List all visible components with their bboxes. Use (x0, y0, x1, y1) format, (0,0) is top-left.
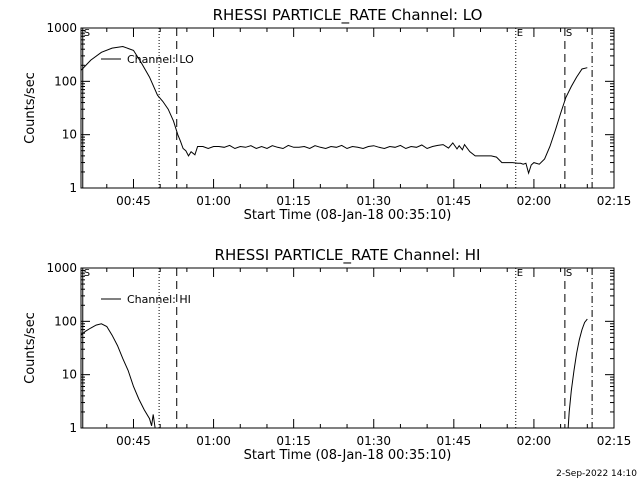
y-tick-label: 1 (69, 181, 77, 195)
chart-title: RHESSI PARTICLE_RATE Channel: LO (213, 6, 483, 25)
y-tick-label: 1 (69, 421, 77, 435)
x-tick-label: 00:45 (116, 194, 151, 208)
event-marker-label: S (84, 268, 90, 279)
event-marker-label: S (566, 268, 572, 279)
x-tick-label: 01:45 (437, 194, 472, 208)
x-tick-label: 02:15 (597, 194, 632, 208)
y-tick-label: 1000 (46, 21, 77, 35)
event-marker-label: S (566, 28, 572, 39)
x-tick-label: 01:00 (196, 194, 231, 208)
panel-lo: RHESSI PARTICLE_RATE Channel: LO 00:45 01:… (23, 6, 631, 223)
plot-frame (80, 27, 615, 189)
series-line (81, 323, 156, 428)
y-tick-label: 10 (62, 128, 77, 142)
legend-label: Channel: LO (127, 53, 194, 66)
y-tick-label: 100 (54, 314, 77, 328)
y-axis-label: Counts/sec (23, 312, 38, 384)
plot-frame (80, 267, 615, 429)
chart-title: RHESSI PARTICLE_RATE Channel: HI (215, 246, 481, 265)
x-tick-label: 02:00 (517, 194, 552, 208)
event-marker-label: S (84, 28, 90, 39)
y-tick-label: 100 (54, 74, 77, 88)
panel-hi: RHESSI PARTICLE_RATE Channel: HI 00:45 01:… (23, 246, 631, 463)
series-line (567, 318, 588, 428)
x-tick-label: 00:45 (116, 434, 151, 448)
y-tick-label: 10 (62, 368, 77, 382)
y-axis-label: Counts/sec (23, 72, 38, 144)
series-line (81, 45, 588, 175)
x-tick-label: 01:30 (356, 434, 391, 448)
x-axis-label: Start Time (08-Jan-18 00:35:10) (244, 448, 452, 463)
legend-label: Channel: HI (127, 293, 191, 306)
timestamp: 2-Sep-2022 14:10 (556, 469, 637, 479)
x-tick-label: 01:00 (196, 434, 231, 448)
x-tick-label: 01:15 (276, 434, 311, 448)
x-tick-label: 02:00 (517, 434, 552, 448)
x-tick-label: 01:45 (437, 434, 472, 448)
y-tick-label: 1000 (46, 261, 77, 275)
event-marker-label: E (517, 28, 523, 39)
x-tick-label: 01:15 (276, 194, 311, 208)
event-marker-label: E (517, 268, 523, 279)
x-tick-label: 01:30 (356, 194, 391, 208)
x-tick-label: 02:15 (597, 434, 632, 448)
x-axis-label: Start Time (08-Jan-18 00:35:10) (244, 208, 452, 223)
